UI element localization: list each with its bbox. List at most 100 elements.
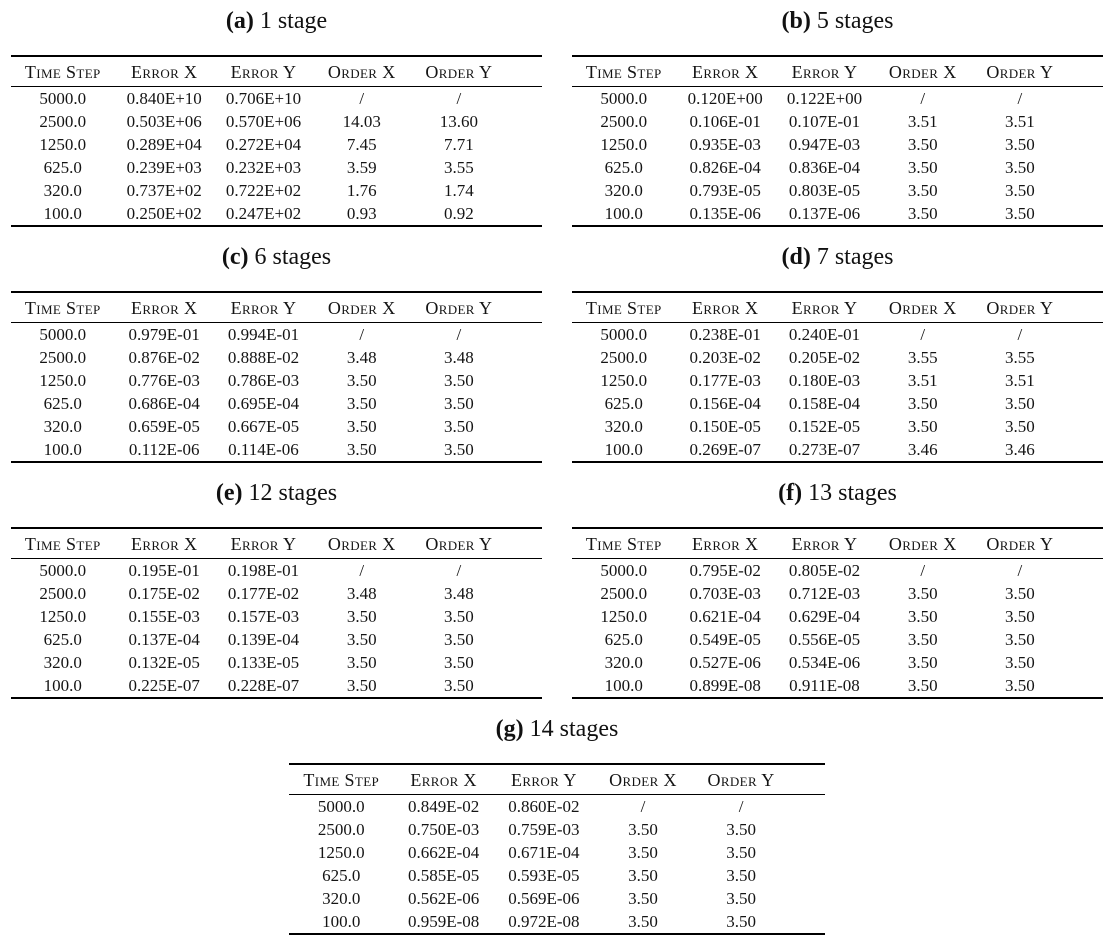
table-cell: / <box>359 324 365 344</box>
header-row: Time Step Error X Error Y Order X Order Y <box>11 528 542 559</box>
table-cell: 0.629E-04 <box>788 606 861 626</box>
table-caption-f: (f) 13 stages <box>572 478 1103 508</box>
table-cell: 3.46 <box>907 439 938 459</box>
table-cell: 0.570E+06 <box>225 111 302 131</box>
table-panel-e: (e) 12 stages Time Step Error X Error Y Orde… <box>11 478 542 699</box>
spacer-cell <box>1068 292 1103 323</box>
column-header: Order X <box>313 56 411 87</box>
table-cell: 0.826E-04 <box>689 157 761 177</box>
table-cell: 0.840E+10 <box>126 88 202 108</box>
table-row: 2500.0 0.750E-03 0.759E-03 3.50 3.50 <box>289 818 825 841</box>
table-body: 5000.0 0.238E-01 0.240E-01 / / 2500.0 0.203E-0… <box>572 323 1103 463</box>
table-cell: 0.177E-02 <box>227 583 300 603</box>
table-cell: 5000.0 <box>39 560 87 580</box>
table-cell: 0.803E-05 <box>788 180 861 200</box>
spacer-cell <box>1068 674 1103 698</box>
table-cell: 0.750E-03 <box>407 819 480 839</box>
table-cell: 0.157E-03 <box>227 606 300 626</box>
spacer-cell <box>1068 179 1103 202</box>
table-cell: 0.137E-06 <box>788 203 861 223</box>
table-cell: 0.92 <box>444 203 474 223</box>
table-cell: 1250.0 <box>600 370 648 390</box>
table-row: 320.0 0.150E-05 0.152E-05 3.50 3.50 <box>572 415 1103 438</box>
table-cell: 0.671E-04 <box>508 842 580 862</box>
table-cell: 3.50 <box>1005 416 1035 436</box>
table-cell: 0.152E-05 <box>788 416 861 436</box>
table-cell: 0.662E-04 <box>407 842 480 862</box>
table-cell: 1250.0 <box>39 134 87 154</box>
table-cell: 3.51 <box>907 370 938 390</box>
column-header: Time Step <box>289 764 394 795</box>
column-header: Error X <box>675 292 775 323</box>
table-body: 5000.0 0.195E-01 0.198E-01 / / 2500.0 0.175E-0… <box>11 559 542 699</box>
spacer-cell <box>507 56 542 87</box>
caption-label: (a) <box>225 8 254 34</box>
table-cell: 0.93 <box>346 203 377 223</box>
table-row: 320.0 0.737E+02 0.722E+02 1.76 1.74 <box>11 179 542 202</box>
table-body: 5000.0 0.979E-01 0.994E-01 / / 2500.0 0.876E-0… <box>11 323 542 463</box>
table-cell: 320.0 <box>43 416 82 436</box>
table-cell: 3.50 <box>444 416 474 436</box>
spacer-cell <box>1068 56 1103 87</box>
table-cell: 0.569E-06 <box>508 888 580 908</box>
table-cell: 0.795E-02 <box>689 560 761 580</box>
spacer-cell <box>1068 559 1103 583</box>
table-cell: 0.269E-07 <box>689 439 761 459</box>
table-cell: 0.195E-01 <box>128 560 200 580</box>
table-cell: 0.120E+00 <box>687 88 763 108</box>
table-cell: 0.695E-04 <box>227 393 300 413</box>
table-cell: 0.155E-03 <box>128 606 200 626</box>
caption-label: (c) <box>221 244 249 270</box>
table-head: Time Step Error X Error Y Order X Order Y <box>572 292 1103 323</box>
table-caption-c: (c) 6 stages <box>11 242 542 272</box>
table-cell: 0.593E-05 <box>508 865 580 885</box>
table-cell: 7.45 <box>346 134 377 154</box>
table-body: 5000.0 0.840E+10 0.706E+10 / / 2500.0 0.503E+0… <box>11 87 542 227</box>
spacer-cell <box>1068 202 1103 226</box>
table-row: 1250.0 0.935E-03 0.947E-03 3.50 3.50 <box>572 133 1103 156</box>
spacer-cell <box>507 605 542 628</box>
column-header: Order X <box>874 292 972 323</box>
results-table-g: Time Step Error X Error Y Order X Order Y 500… <box>289 763 825 935</box>
caption-label: (e) <box>215 480 243 506</box>
table-cell: 625.0 <box>43 629 82 649</box>
table-cell: 3.51 <box>1005 370 1035 390</box>
table-body: 5000.0 0.795E-02 0.805E-02 / / 2500.0 0.703E-0… <box>572 559 1103 699</box>
table-cell: / <box>920 324 926 344</box>
caption-label: (f) <box>778 480 803 506</box>
table-row: 625.0 0.156E-04 0.158E-04 3.50 3.50 <box>572 392 1103 415</box>
table-cell: 100.0 <box>43 675 82 695</box>
table-cell: 0.228E-07 <box>227 675 300 695</box>
table-cell: 0.562E-06 <box>407 888 480 908</box>
table-cell: 3.50 <box>444 629 474 649</box>
column-header: Order Y <box>971 292 1069 323</box>
table-cell: 3.50 <box>907 629 938 649</box>
table-row: 625.0 0.239E+03 0.232E+03 3.59 3.55 <box>11 156 542 179</box>
spacer-cell <box>1068 415 1103 438</box>
table-cell: 0.876E-02 <box>128 347 200 367</box>
header-row: Time Step Error X Error Y Order X Order Y <box>11 56 542 87</box>
table-cell: 0.994E-01 <box>227 324 300 344</box>
table-cell: 3.50 <box>346 652 377 672</box>
table-cell: 3.50 <box>444 606 474 626</box>
table-cell: 0.250E+02 <box>126 203 202 223</box>
table-cell: 0.659E-05 <box>128 416 200 436</box>
table-cell: 0.180E-03 <box>788 370 861 390</box>
spacer-cell <box>507 369 542 392</box>
column-header: Error Y <box>493 764 594 795</box>
spacer-cell <box>1068 110 1103 133</box>
bottom-table-container: (g) 14 stages Time Step Error X Error Y Orde… <box>289 714 825 935</box>
table-caption-a: (a) 1 stage <box>11 6 542 36</box>
caption-label: (d) <box>781 244 811 270</box>
table-row: 5000.0 0.979E-01 0.994E-01 / / <box>11 323 542 347</box>
table-body: 5000.0 0.120E+00 0.122E+00 / / 2500.0 0.106E-0… <box>572 87 1103 227</box>
table-row: 1250.0 0.776E-03 0.786E-03 3.50 3.50 <box>11 369 542 392</box>
table-cell: / <box>738 796 744 816</box>
table-cell: 625.0 <box>322 865 361 885</box>
table-cell: 3.50 <box>907 180 938 200</box>
table-cell: 2500.0 <box>39 347 87 367</box>
table-cell: 3.50 <box>1005 393 1035 413</box>
table-cell: 0.177E-03 <box>689 370 761 390</box>
header-row: Time Step Error X Error Y Order X Order Y <box>11 292 542 323</box>
table-cell: 3.50 <box>444 675 474 695</box>
